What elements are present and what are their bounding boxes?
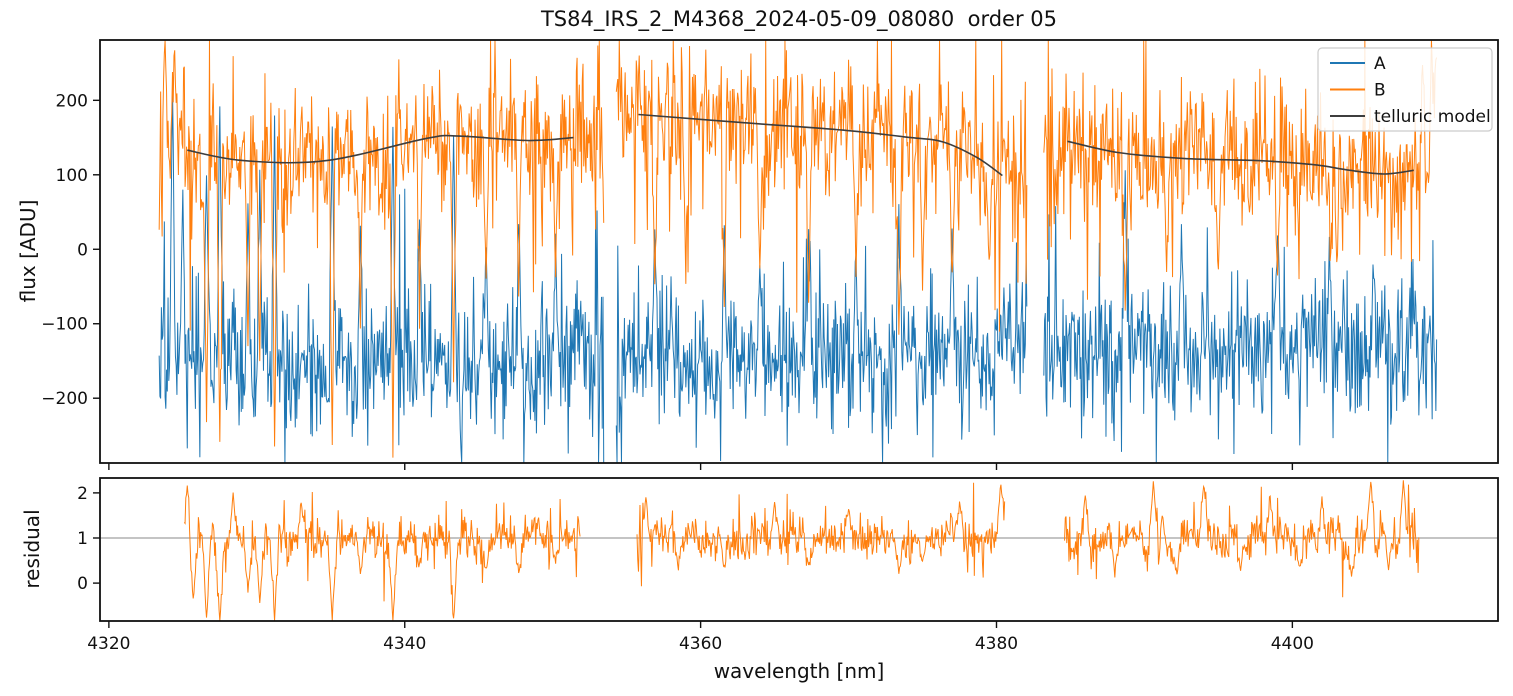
series-B-segment-2	[615, 40, 1028, 335]
flux-y-axis-label: flux [ADU]	[16, 199, 40, 303]
legend-label-A: A	[1374, 54, 1386, 74]
series-A-segment-2	[615, 204, 1028, 463]
plot-title: TS84_IRS_2_M4368_2024-05-09_08080 order …	[540, 7, 1057, 31]
telluric-model-segment-1	[187, 134, 574, 164]
y-tick-label: 200	[56, 91, 88, 111]
x-tick-label: 4400	[1271, 634, 1314, 654]
residual-panel-data	[100, 480, 1498, 621]
x-tick-label: 4380	[975, 634, 1018, 654]
series-A-segment-1	[158, 87, 605, 463]
legend-label-B: B	[1374, 81, 1386, 101]
y-tick-label: 0	[77, 574, 88, 594]
series-residual-segment-1	[183, 485, 581, 621]
y-tick-label: −200	[41, 389, 88, 409]
residual-panel-frame	[99, 477, 1499, 622]
residual-panel-ticks: 0 1 2 4320 4340 4360 4380 4400	[77, 484, 1314, 654]
series-A-segment-3	[1043, 170, 1438, 463]
residual-y-axis-label: residual	[20, 509, 44, 589]
y-tick-label: 1	[77, 529, 88, 549]
series-B-segment-3	[1043, 40, 1438, 311]
legend-box	[1317, 47, 1493, 132]
telluric-model-segment-3	[1067, 140, 1414, 175]
flux-panel-data	[158, 40, 1438, 463]
y-tick-label: −100	[41, 315, 88, 335]
residual-panel: 0 1 2 4320 4340 4360 4380 4400	[77, 477, 1499, 654]
series-B-segment-1	[158, 40, 605, 458]
series-residual-segment-2	[636, 482, 1006, 587]
y-tick-label: 2	[77, 484, 88, 504]
series-residual-segment-3	[1064, 480, 1420, 598]
flux-panel-ticks: −200 −100 0 100 200	[41, 91, 1294, 470]
legend-label-telluric-model: telluric model	[1374, 107, 1491, 127]
x-tick-label: 4340	[383, 634, 426, 654]
telluric-model-segment-2	[638, 113, 1003, 177]
x-tick-label: 4360	[679, 634, 722, 654]
y-tick-label: 100	[56, 166, 88, 186]
y-tick-label: 0	[77, 240, 88, 260]
wavelength-x-axis-label: wavelength [nm]	[713, 659, 885, 683]
flux-panel-frame	[99, 39, 1499, 464]
x-tick-label: 4320	[87, 634, 130, 654]
